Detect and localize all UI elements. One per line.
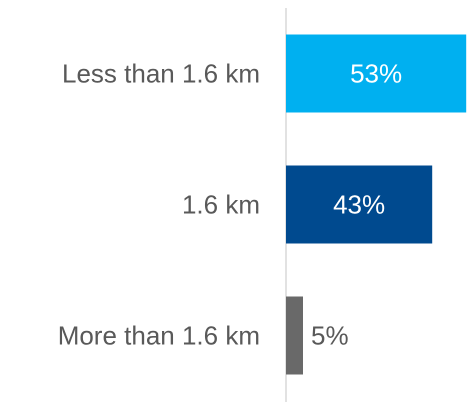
category-label-1-6-km: 1.6 km [182, 190, 260, 220]
bar-less-than-1-6-km [286, 34, 467, 113]
bar-more-than-1-6-km [286, 296, 303, 375]
labels-group: Less than 1.6 km 53% 1.6 km 43% More than 1.… [58, 59, 402, 351]
bars-group [286, 34, 467, 375]
category-label-less-than-1-6-km: Less than 1.6 km [62, 59, 260, 89]
value-label-less-than-1-6-km: 53% [350, 59, 402, 89]
category-label-more-than-1-6-km: More than 1.6 km [58, 321, 260, 351]
value-label-1-6-km: 43% [333, 190, 385, 220]
bar-1-6-km [286, 165, 433, 244]
value-label-more-than-1-6-km: 5% [311, 321, 349, 351]
